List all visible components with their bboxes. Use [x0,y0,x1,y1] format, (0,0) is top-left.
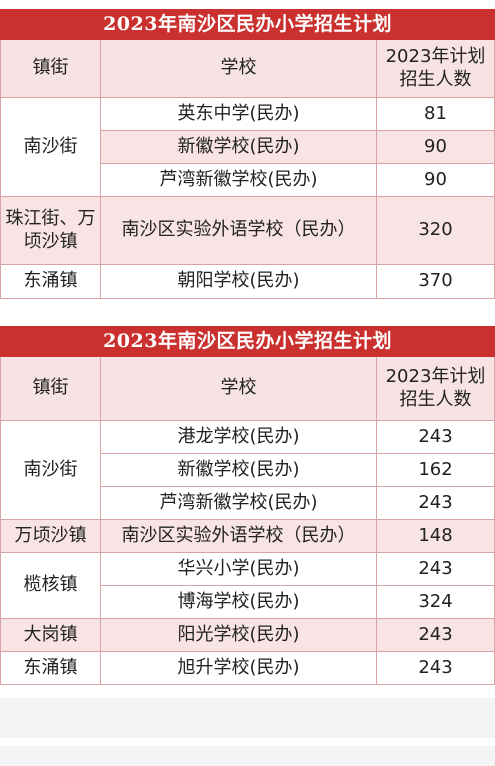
table-row: 万顷沙镇 南沙区实验外语学校（民办） 148 [0,519,495,553]
count-cell: 90 [375,163,495,197]
header-school: 学校 [100,39,377,98]
enrollment-table-2: 2023年南沙区民办小学招生计划 镇街 学校 2023年计划招生人数 南沙街 港… [0,326,495,685]
count-cell: 148 [375,519,495,553]
count-cell: 81 [375,97,495,131]
count-cell: 320 [375,196,495,265]
table-title: 2023年南沙区民办小学招生计划 [0,326,495,357]
town-cell: 珠江街、万顷沙镇 [0,196,101,265]
table-row: 榄核镇 华兴小学(民办) 243 [0,552,495,619]
count-cell: 370 [375,264,495,299]
school-cell: 博海学校(民办) [100,585,377,619]
town-cell: 南沙街 [0,420,101,520]
town-cell: 榄核镇 [0,552,101,619]
table-row: 东涌镇 旭升学校(民办) 243 [0,651,495,685]
school-cell: 朝阳学校(民办) [100,264,377,299]
school-cell: 港龙学校(民办) [100,420,377,454]
count-cell: 243 [375,651,495,685]
town-cell: 东涌镇 [0,264,101,299]
town-cell: 南沙街 [0,97,101,197]
table-row: 新徽学校(民办) 162 [1,453,495,487]
table-title: 2023年南沙区民办小学招生计划 [0,9,495,40]
footer-spacer [0,698,495,738]
count-cell: 324 [375,585,495,619]
table-row: 新徽学校(民办) 90 [1,130,495,164]
header-town: 镇街 [0,356,101,421]
count-cell: 243 [375,486,495,520]
town-cell: 大岗镇 [0,618,101,652]
table-row: 南沙街 英东中学(民办) 81 [0,97,495,197]
header-town: 镇街 [0,39,101,98]
school-cell: 阳光学校(民办) [100,618,377,652]
school-cell: 旭升学校(民办) [100,651,377,685]
footer-spacer [0,746,495,766]
header-plan: 2023年计划招生人数 [375,39,495,98]
school-cell: 南沙区实验外语学校（民办） [100,196,377,265]
count-cell: 162 [375,453,495,487]
table-row: 东涌镇 朝阳学校(民办) 370 [0,264,495,299]
table-row: 芦湾新徽学校(民办) 243 [1,486,495,520]
town-cell: 万顷沙镇 [0,519,101,553]
table-row: 大岗镇 阳光学校(民办) 243 [0,618,495,652]
table-row: 珠江街、万顷沙镇 南沙区实验外语学校（民办） 320 [0,196,495,265]
school-cell: 芦湾新徽学校(民办) [100,163,377,197]
school-cell: 芦湾新徽学校(民办) [100,486,377,520]
count-cell: 243 [375,420,495,454]
school-cell: 英东中学(民办) [100,97,377,131]
school-cell: 新徽学校(民办) [100,453,377,487]
town-cell: 东涌镇 [0,651,101,685]
header-school: 学校 [100,356,377,421]
count-cell: 243 [375,618,495,652]
school-cell: 华兴小学(民办) [100,552,377,586]
table-row: 南沙街 港龙学校(民办) 243 [0,420,495,520]
count-cell: 90 [375,130,495,164]
table-row: 博海学校(民办) 324 [1,585,495,619]
school-cell: 南沙区实验外语学校（民办） [100,519,377,553]
enrollment-table-1: 2023年南沙区民办小学招生计划 镇街 学校 2023年计划招生人数 南沙街 英… [0,9,495,299]
header-plan: 2023年计划招生人数 [375,356,495,421]
count-cell: 243 [375,552,495,586]
school-cell: 新徽学校(民办) [100,130,377,164]
